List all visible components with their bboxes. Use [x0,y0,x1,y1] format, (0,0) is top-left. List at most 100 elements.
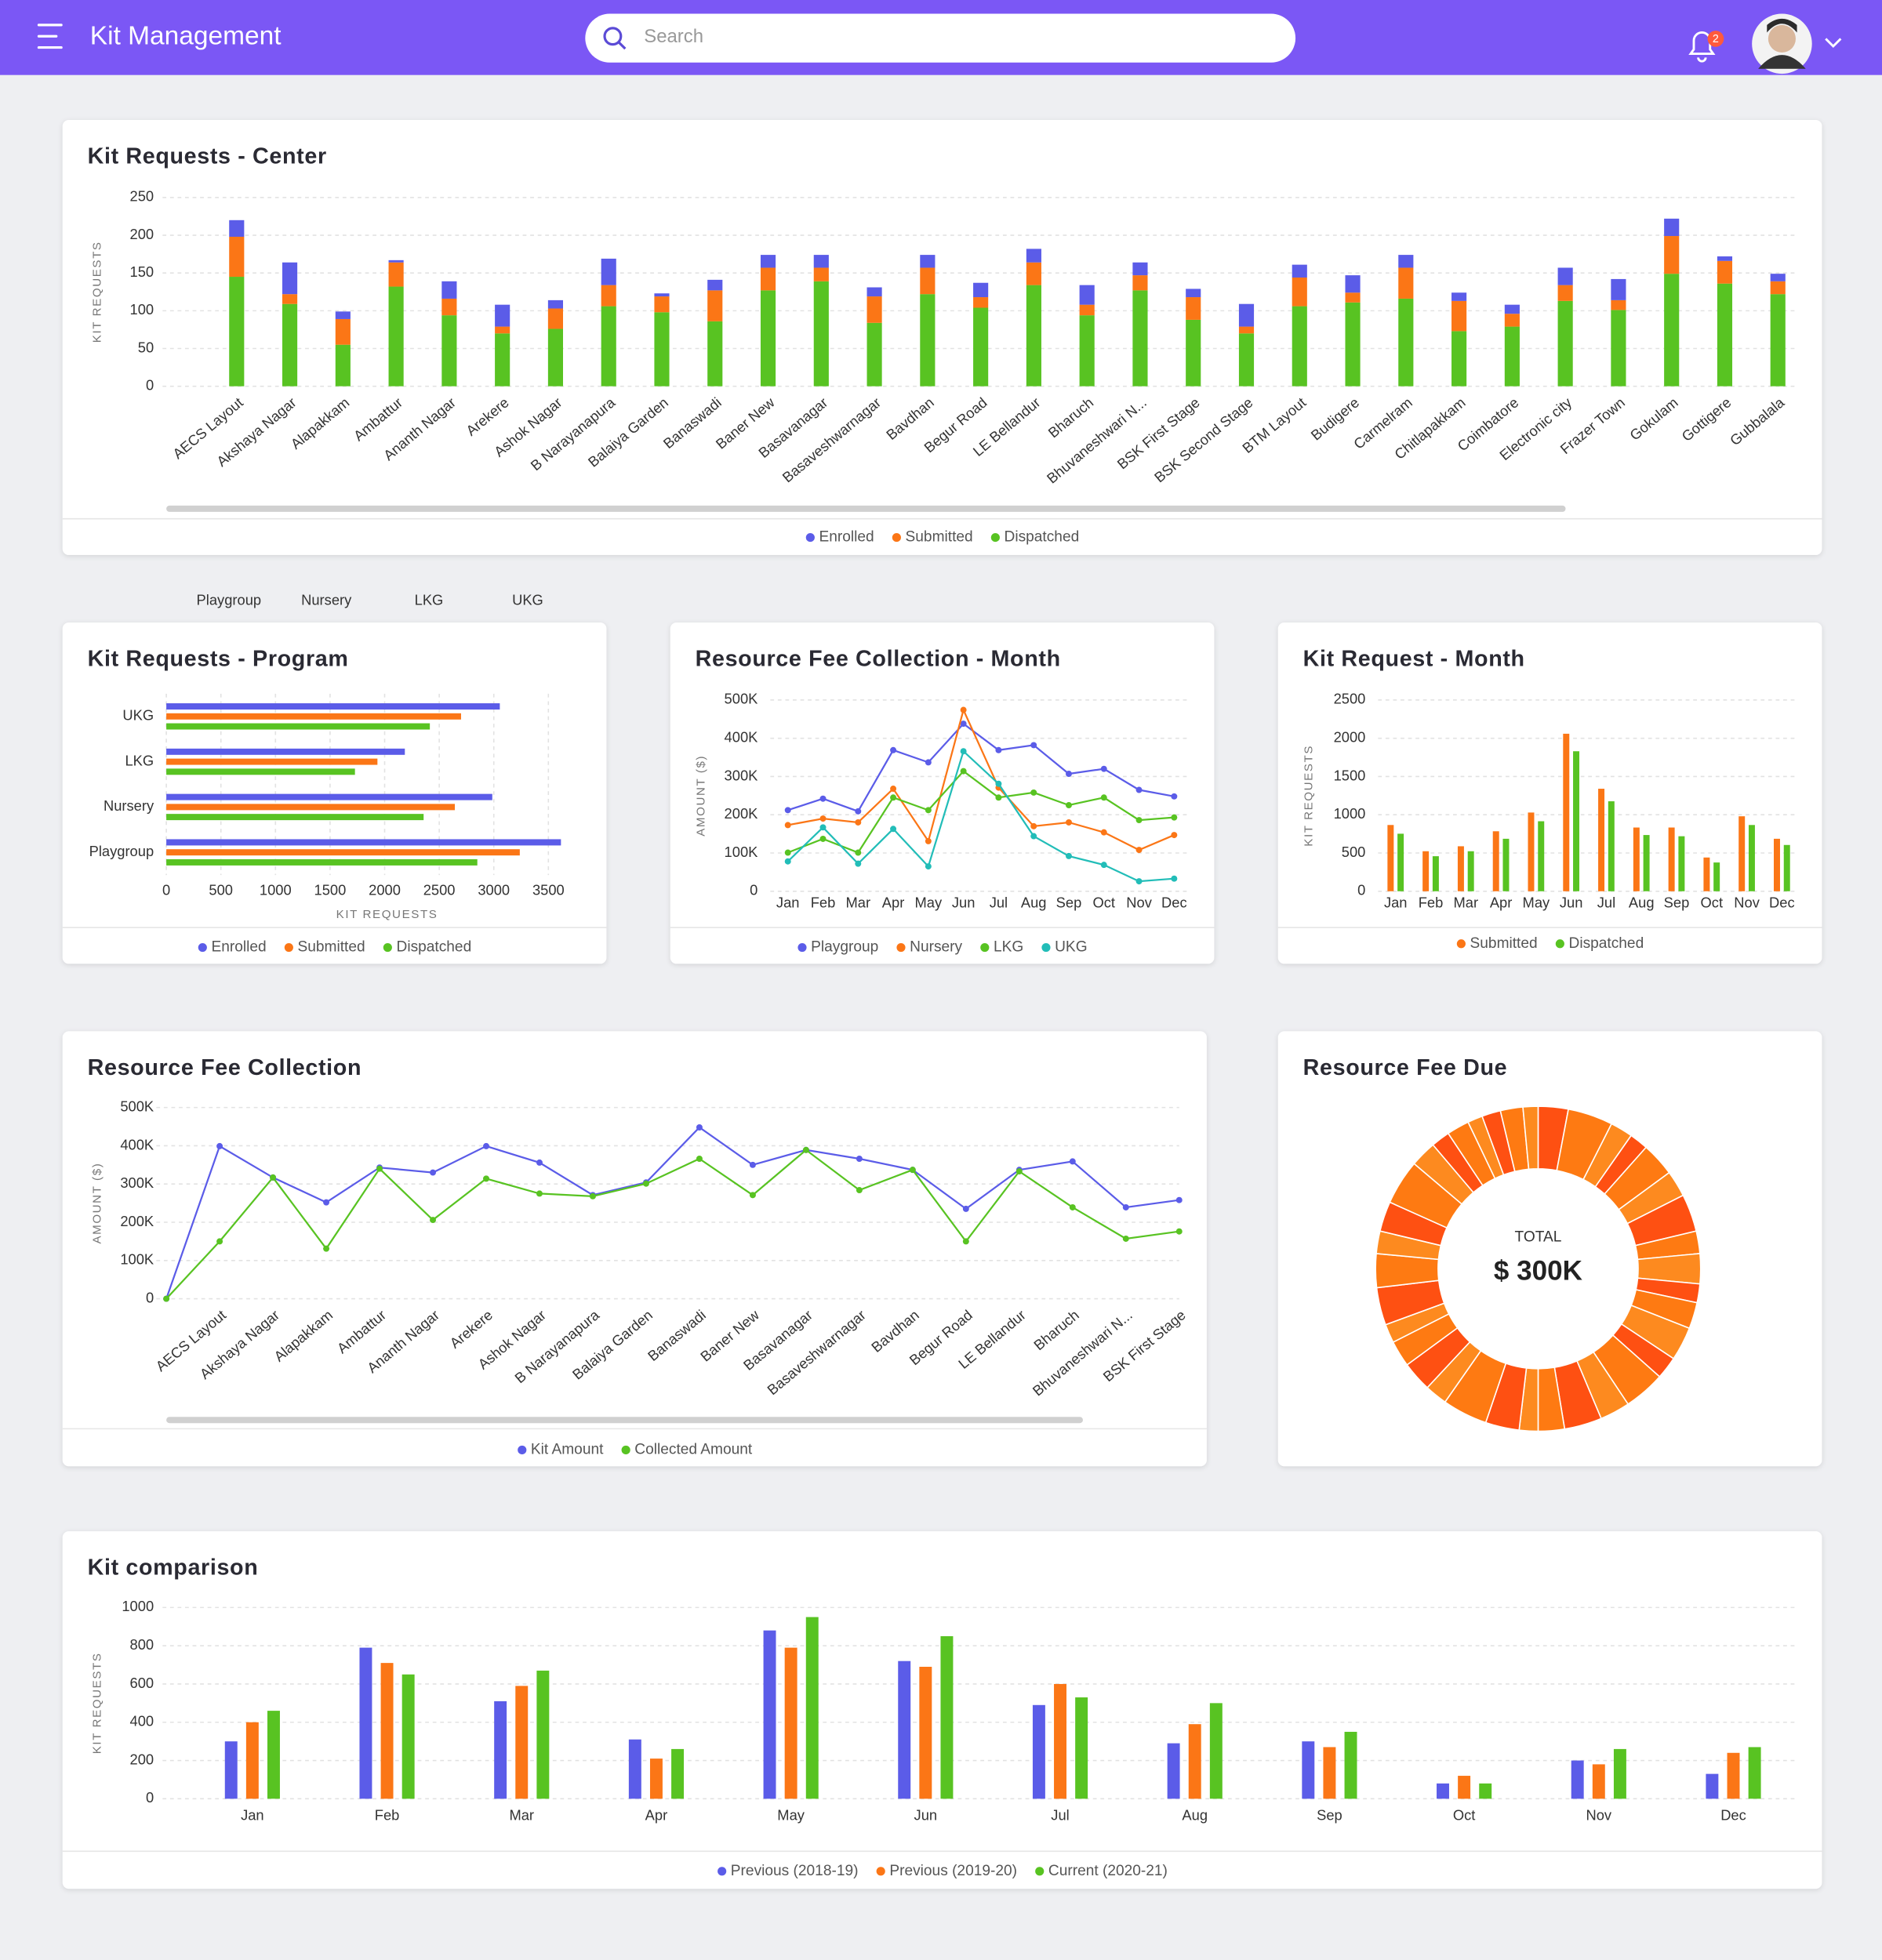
bar-segment [1717,256,1733,261]
stray-label: Nursery [301,592,352,608]
legend-swatch [284,942,293,953]
x-tick-label: Apr [1490,895,1513,911]
x-tick-label: 1000 [260,882,292,898]
x-tick-label: Mar [509,1806,534,1823]
menu-icon[interactable] [37,24,63,49]
y-tick-label: 150 [130,263,154,280]
bar [1167,1743,1180,1799]
legend-label: Dispatched [1005,529,1080,546]
bar [166,723,431,730]
point-marker [802,1146,809,1153]
point-marker [784,858,791,865]
point-marker [1100,829,1107,836]
legend-swatch [383,942,392,953]
legend-label: UKG [1055,939,1087,956]
legend-label: LKG [994,939,1023,956]
bar-segment [1292,277,1307,307]
y-tick-label: 0 [750,882,758,898]
bar-segment [973,297,989,308]
bar-segment [920,255,936,268]
line [787,770,1175,854]
y-tick-label: Playgroup [89,843,154,859]
bar [1592,1764,1605,1799]
bar-segment [867,287,882,297]
y-tick-label: 0 [146,377,154,394]
point-marker [430,1169,437,1176]
x-tick-label: 0 [162,882,170,898]
point-marker [1135,847,1143,854]
bar-segment [1238,303,1255,327]
bar-segment [1345,292,1361,303]
y-tick-label: 250 [130,188,154,205]
x-tick-label: Jul [990,895,1008,911]
x-tick-label: Jan [776,895,800,911]
bar-segment [495,326,510,334]
x-tick-label: Sep [1664,895,1690,911]
line [787,707,1175,851]
bar-segment [335,311,351,319]
y-tick-label: 2500 [1334,691,1366,707]
x-tick-label: 2000 [369,882,401,898]
point-marker [856,1156,863,1162]
y-tick-label: UKG [122,707,154,724]
point-marker [784,822,791,829]
y-tick-label: 1000 [1334,805,1366,822]
y-tick-label: 500K [725,691,759,707]
point-marker [1030,742,1037,749]
bar-segment [1664,274,1680,387]
bar-segment [1186,289,1201,298]
bar-segment [1717,260,1733,284]
bar [1613,1748,1626,1799]
legend-label: Nursery [910,939,962,956]
point-marker [1171,832,1178,839]
avatar-hair [1767,18,1797,33]
y-tick-label: 50 [138,339,154,355]
bar-segment [1132,262,1148,276]
bar [166,793,492,800]
bar-segment [1611,310,1626,387]
point-marker [784,849,791,856]
bar-segment [707,321,723,387]
legend: Enrolled Submitted Dispatched [805,529,1080,546]
legend-label: Dispatched [397,939,472,956]
bar [166,703,500,710]
x-tick-label: May [915,895,943,911]
bar-segment [601,258,616,285]
bar [1467,851,1474,891]
point-marker [323,1245,330,1252]
bar [267,1711,280,1799]
x-tick-label: Oct [1093,895,1116,911]
bar-segment [1504,314,1520,327]
x-tick-label: Oct [1453,1806,1476,1823]
bar [1668,827,1675,891]
point-marker [483,1175,489,1182]
point-marker [890,826,897,833]
x-tick-label: 500 [209,882,233,898]
legend: Previous (2018-19) Previous (2019-20) Curr… [718,1863,1168,1879]
bar-segment [760,267,776,291]
y-tick-label: 1500 [1334,767,1366,783]
bar-segment [601,306,616,387]
search-placeholder: Search [644,26,703,47]
point-marker [749,1192,756,1199]
bar [1054,1683,1066,1799]
point-marker [1069,1158,1076,1165]
point-marker [1171,875,1178,882]
legend-swatch [990,533,1000,543]
bar [166,748,405,755]
y-tick-label: 400K [725,728,759,745]
bar [1738,816,1746,891]
point-marker [855,860,862,867]
account-chevron[interactable] [1825,38,1842,49]
y-tick-label: 100 [130,301,154,318]
x-tick-label: Jun [952,895,976,911]
point-marker [1135,786,1143,793]
point-marker [819,824,827,831]
point-marker [749,1161,756,1168]
y-axis-label: KIT REQUESTS [90,1652,104,1754]
x-tick-label: Jul [1597,895,1615,911]
search-box[interactable] [585,13,1296,63]
bar-segment [1026,262,1041,285]
point-marker [1030,822,1037,829]
